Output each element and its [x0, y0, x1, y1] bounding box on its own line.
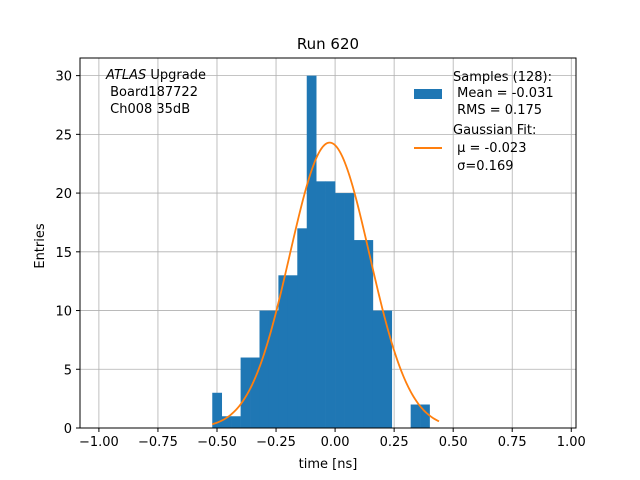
legend-histogram-swatch	[414, 89, 442, 99]
legend-fit-sigma: σ=0.169	[453, 159, 513, 174]
histogram-bars	[212, 75, 430, 428]
histogram-bar	[316, 181, 326, 428]
histogram-bar	[268, 310, 279, 428]
histogram-bar	[240, 357, 251, 428]
histogram-bar	[297, 228, 308, 428]
legend-fit-title: Gaussian Fit:	[453, 123, 536, 138]
histogram-bar	[344, 193, 355, 428]
annotation-line-2: Board187722	[106, 85, 198, 100]
legend-histogram-mean: Mean = -0.031	[453, 86, 554, 101]
x-tick-label: −0.75	[138, 435, 178, 450]
legend-histogram-rms: RMS = 0.175	[453, 103, 542, 118]
y-tick-label: 10	[55, 305, 72, 320]
gaussian-fit	[212, 141, 440, 426]
histogram-bar	[363, 240, 374, 428]
histogram-bar	[306, 75, 317, 428]
x-axis-ticks: −1.00 −0.75 −0.50 −0.25 0.00 0.25 0.50 0.75 1.00	[79, 428, 586, 450]
annotation-upgrade: Upgrade	[146, 68, 206, 83]
histogram-bar	[372, 310, 383, 428]
x-tick-label: 0.50	[439, 435, 468, 450]
histogram-bar	[335, 193, 345, 428]
histogram-bar	[278, 275, 289, 428]
y-tick-label: 30	[55, 70, 72, 85]
legend-histogram-title: Samples (128):	[453, 70, 552, 85]
annotation-line-3: Ch008 35dB	[106, 102, 190, 117]
chart-title: Run 620	[297, 35, 359, 53]
histogram-bar	[382, 310, 393, 428]
y-axis-label: Entries	[33, 223, 48, 269]
histogram-bar	[250, 357, 260, 428]
x-axis-label: time [ns]	[299, 457, 358, 472]
x-tick-label: −0.50	[197, 435, 237, 450]
gaussian-fit-line	[212, 141, 440, 426]
histogram-bar	[353, 240, 364, 428]
x-tick-label: −1.00	[79, 435, 119, 450]
histogram-bar	[287, 275, 298, 428]
histogram-bar	[231, 416, 241, 428]
y-tick-label: 0	[64, 422, 72, 437]
histogram-bar	[325, 181, 336, 428]
legend: Samples (128): Mean = -0.031 RMS = 0.175…	[414, 70, 554, 174]
histogram-bar	[221, 416, 232, 428]
y-tick-label: 15	[55, 246, 72, 261]
y-tick-label: 5	[64, 363, 72, 378]
annotation-block: ATLAS Upgrade Board187722 Ch008 35dB	[105, 68, 206, 117]
histogram-bar	[420, 404, 430, 428]
x-tick-label: 1.00	[557, 435, 586, 450]
annotation-line-1: ATLAS Upgrade	[105, 68, 206, 83]
histogram-bar	[212, 392, 223, 428]
legend-fit-mu: μ = -0.023	[453, 141, 526, 156]
x-tick-label: 0.25	[380, 435, 409, 450]
histogram-bar	[259, 310, 270, 428]
annotation-atlas: ATLAS	[105, 68, 146, 83]
y-tick-label: 20	[55, 187, 72, 202]
plot-frame	[79, 57, 577, 429]
y-tick-label: 25	[55, 128, 72, 143]
x-tick-label: 0.00	[321, 435, 350, 450]
x-tick-label: −0.25	[256, 435, 296, 450]
histogram-bar	[410, 404, 421, 428]
y-axis-ticks: 0 5 10 15 20 25 30	[55, 70, 80, 437]
x-tick-label: 0.75	[498, 435, 527, 450]
